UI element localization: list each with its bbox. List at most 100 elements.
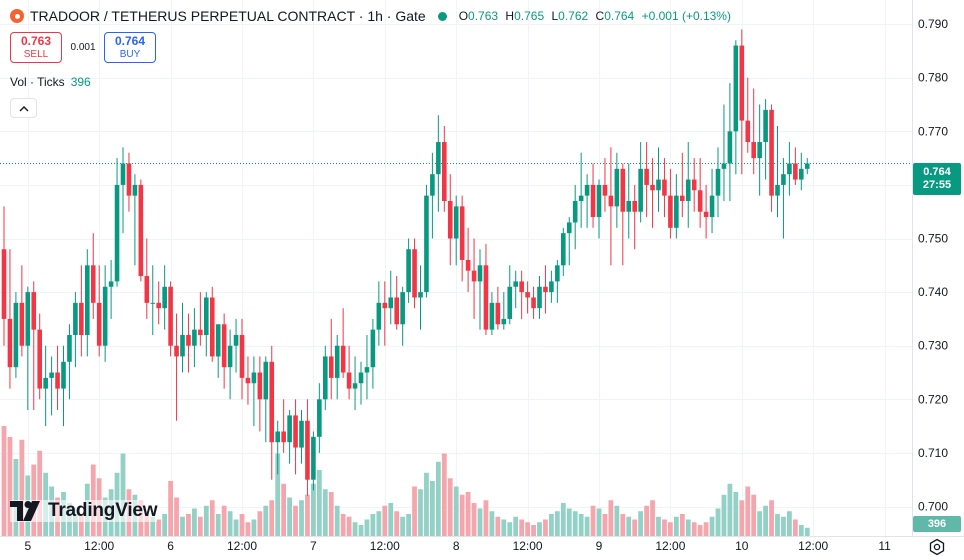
- candle-body: [442, 142, 447, 201]
- candle-body: [489, 302, 495, 330]
- time-axis[interactable]: 5 12:00 6 12:00 7 12:00 8 12:00 9 12:00 10 12:00 11: [24, 539, 891, 553]
- candle-body: [31, 292, 37, 330]
- volume-bar: [578, 514, 584, 536]
- settings-gear-icon[interactable]: [928, 538, 946, 556]
- volume-bar: [13, 459, 19, 536]
- volume-bar: [495, 516, 501, 536]
- volume-bar: [596, 508, 602, 536]
- volume-bar: [275, 453, 281, 536]
- volume-bar: [477, 508, 483, 536]
- volume-bar: [73, 508, 78, 536]
- candle-body: [340, 345, 346, 373]
- candle-body: [471, 270, 477, 282]
- price-tick-label: 0.730: [918, 339, 948, 353]
- candle-body: [245, 377, 251, 384]
- candle-body: [555, 265, 560, 282]
- volume-bar: [471, 503, 477, 536]
- candle-body: [602, 184, 608, 196]
- time-tick-label: 12:00: [513, 539, 543, 553]
- candle-body: [90, 265, 96, 303]
- volume-bar: [590, 505, 596, 536]
- candle-body: [281, 431, 286, 443]
- volume-bar: [299, 500, 304, 536]
- candle-body: [293, 415, 298, 448]
- candle-body: [138, 184, 144, 277]
- volume-bar: [269, 500, 275, 536]
- volume-bar: [1, 426, 7, 536]
- candle-body: [697, 190, 703, 212]
- volume-bar: [531, 525, 536, 536]
- price-tick-label: 0.700: [918, 500, 948, 514]
- candle-body: [424, 195, 429, 293]
- candle-body: [204, 297, 209, 335]
- candle-body: [787, 163, 792, 175]
- volume-bar: [364, 519, 370, 536]
- candle-body: [596, 184, 602, 218]
- candle-body: [799, 168, 804, 180]
- time-tick-label: 12:00: [655, 539, 685, 553]
- sell-button[interactable]: 0.763 SELL: [10, 32, 62, 63]
- sell-price: 0.763: [20, 33, 52, 48]
- volume-bar: [739, 500, 745, 536]
- volume-bar: [150, 516, 156, 536]
- close-value: 0.764: [604, 9, 635, 23]
- volume-bar: [382, 505, 388, 536]
- candle-body: [132, 184, 138, 196]
- collapse-legend-button[interactable]: [10, 98, 37, 118]
- candle-body: [221, 324, 227, 368]
- volume-bar: [721, 494, 727, 536]
- time-tick-label: 12:00: [370, 539, 400, 553]
- volume-bar: [715, 508, 721, 536]
- volume-bar: [620, 514, 626, 536]
- candle-body: [733, 45, 739, 132]
- candle-body: [43, 377, 48, 389]
- volume-bar: [192, 508, 197, 536]
- time-tick-label: 5: [24, 539, 31, 553]
- candle-body: [364, 367, 370, 373]
- volume-bar: [316, 470, 322, 536]
- volume-bar: [763, 505, 768, 536]
- volume-bar: [441, 453, 447, 536]
- candle-body: [311, 436, 316, 480]
- candle-body: [49, 372, 54, 378]
- candle-body: [61, 361, 66, 389]
- candle-body: [96, 302, 102, 346]
- tradingview-logo-icon: [10, 501, 40, 521]
- volume-bar: [501, 519, 507, 536]
- candle-body: [376, 302, 382, 330]
- candle-body: [638, 168, 643, 212]
- volume-bar: [227, 511, 233, 536]
- symbol-header: TRADOOR / TETHERUS PERPETUAL CONTRACT · …: [10, 6, 731, 26]
- candle-body: [85, 265, 90, 335]
- price-axis[interactable]: 0.7900.7800.7700.7600.7500.7400.7300.720…: [918, 17, 948, 513]
- candle-body: [578, 195, 584, 201]
- candle-body: [501, 318, 507, 325]
- volume-bar: [709, 516, 715, 536]
- candle-body: [757, 142, 762, 159]
- candle-body: [394, 297, 399, 325]
- volume-bar: [566, 508, 572, 536]
- volume-legend[interactable]: Vol · Ticks 396: [10, 75, 91, 89]
- candle-body: [275, 431, 280, 443]
- candle-body: [549, 281, 554, 293]
- volume-bar: [537, 522, 542, 536]
- volume-bar: [697, 525, 703, 536]
- volume-bar: [775, 514, 780, 536]
- buy-button[interactable]: 0.764 BUY: [104, 32, 156, 63]
- volume-bar: [352, 522, 358, 536]
- volume-bar: [656, 516, 661, 536]
- volume-bar: [703, 522, 709, 536]
- candle-body: [1, 249, 7, 319]
- high-label: H: [505, 9, 515, 23]
- tradingview-logo[interactable]: TradingView: [10, 500, 158, 522]
- volume-bar: [668, 522, 673, 536]
- candle-body: [168, 286, 173, 346]
- candle-body: [691, 179, 697, 191]
- volume-bar: [453, 486, 459, 536]
- candle-body: [79, 302, 84, 335]
- candle-body: [25, 292, 31, 346]
- symbol-title[interactable]: TRADOOR / TETHERUS PERPETUAL CONTRACT · …: [30, 8, 426, 24]
- bar-countdown: 27:55: [922, 179, 952, 191]
- volume-bar: [281, 483, 287, 536]
